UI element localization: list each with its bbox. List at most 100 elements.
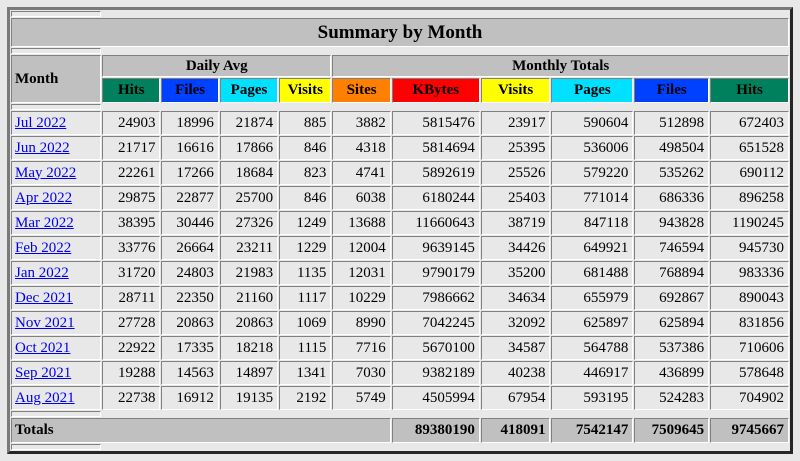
total-hits: 9745667 bbox=[710, 418, 789, 443]
cell-visits: 1249 bbox=[279, 211, 332, 235]
cell-pages: 18218 bbox=[219, 336, 279, 360]
cell-visits-total: 25395 bbox=[480, 136, 551, 160]
cell-hits-total: 890043 bbox=[710, 286, 789, 310]
spacer-cell bbox=[11, 48, 102, 54]
cell-hits-total: 578648 bbox=[710, 361, 789, 385]
spacer-row bbox=[11, 11, 789, 17]
cell-hits: 38395 bbox=[102, 211, 161, 235]
month-link[interactable]: May 2022 bbox=[15, 164, 77, 181]
cell-hits-total: 710606 bbox=[710, 336, 789, 360]
total-pages: 7542147 bbox=[551, 418, 634, 443]
table-row: Aug 2021 22738 16912 19135 2192 5749 4505994 67… bbox=[11, 386, 789, 410]
cell-files: 24803 bbox=[161, 261, 219, 285]
cell-pages: 25700 bbox=[219, 186, 279, 210]
cell-files: 18996 bbox=[161, 111, 219, 135]
month-link[interactable]: Jun 2022 bbox=[15, 139, 70, 156]
total-files: 7509645 bbox=[634, 418, 710, 443]
cell-kbytes: 11660643 bbox=[391, 211, 480, 235]
table-row: Jul 2022 24903 18996 21874 885 3882 5815476 239… bbox=[11, 111, 789, 135]
cell-kbytes: 9639145 bbox=[391, 236, 480, 260]
cell-hits: 19288 bbox=[102, 361, 161, 385]
table-row: Dec 2021 28711 22350 21160 1117 10229 7986662 3… bbox=[11, 286, 789, 310]
month-link[interactable]: Nov 2021 bbox=[15, 314, 75, 331]
group-header-row: Month Daily Avg Monthly Totals bbox=[11, 55, 789, 103]
cell-files: 26664 bbox=[161, 236, 219, 260]
cell-visits: 1117 bbox=[279, 286, 332, 310]
table-row: Mar 2022 38395 30446 27326 1249 13688 11660643… bbox=[11, 211, 789, 235]
spacer-cell bbox=[11, 411, 102, 417]
cell-pages-total: 590604 bbox=[551, 111, 634, 135]
column-header-pages: Pages bbox=[551, 78, 634, 103]
cell-sites: 7716 bbox=[332, 336, 391, 360]
cell-kbytes: 5892619 bbox=[391, 161, 480, 185]
column-header-month: Month bbox=[11, 55, 102, 103]
month-link[interactable]: Jul 2022 bbox=[15, 114, 67, 131]
cell-month: Jul 2022 bbox=[11, 111, 102, 135]
month-link[interactable]: Mar 2022 bbox=[15, 214, 74, 231]
cell-month: Jan 2022 bbox=[11, 261, 102, 285]
cell-sites: 4741 bbox=[332, 161, 391, 185]
cell-hits: 24903 bbox=[102, 111, 161, 135]
cell-hits: 22261 bbox=[102, 161, 161, 185]
column-header-pages: Pages bbox=[219, 78, 279, 103]
cell-files: 17335 bbox=[161, 336, 219, 360]
cell-month: Mar 2022 bbox=[11, 211, 102, 235]
cell-sites: 10229 bbox=[332, 286, 391, 310]
cell-visits: 1341 bbox=[279, 361, 332, 385]
column-header-visits: Visits bbox=[279, 78, 332, 103]
month-link[interactable]: Aug 2021 bbox=[15, 389, 75, 406]
cell-hits-total: 672403 bbox=[710, 111, 789, 135]
totals-label: Totals bbox=[11, 418, 391, 443]
cell-hits: 27728 bbox=[102, 311, 161, 335]
cell-hits: 21717 bbox=[102, 136, 161, 160]
cell-hits-total: 945730 bbox=[710, 236, 789, 260]
month-link[interactable]: Dec 2021 bbox=[15, 289, 73, 306]
cell-pages-total: 579220 bbox=[551, 161, 634, 185]
table-row: Jun 2022 21717 16616 17866 846 4318 5814694 253… bbox=[11, 136, 789, 160]
cell-files-total: 498504 bbox=[634, 136, 710, 160]
cell-month: Feb 2022 bbox=[11, 236, 102, 260]
cell-files: 20863 bbox=[161, 311, 219, 335]
month-link[interactable]: Jan 2022 bbox=[15, 264, 69, 281]
cell-visits: 846 bbox=[279, 136, 332, 160]
cell-files-total: 625894 bbox=[634, 311, 710, 335]
cell-hits: 22922 bbox=[102, 336, 161, 360]
month-link[interactable]: Feb 2022 bbox=[15, 239, 72, 256]
cell-pages: 21160 bbox=[219, 286, 279, 310]
summary-by-month-table: Summary by Month Month Daily Avg Monthly… bbox=[7, 7, 793, 454]
column-header-visits: Visits bbox=[480, 78, 551, 103]
table-row: Oct 2021 22922 17335 18218 1115 7716 5670100 34… bbox=[11, 336, 789, 360]
month-link[interactable]: Sep 2021 bbox=[15, 364, 72, 381]
cell-kbytes: 7042245 bbox=[391, 311, 480, 335]
cell-visits-total: 25403 bbox=[480, 186, 551, 210]
page-title: Summary by Month bbox=[11, 18, 789, 47]
cell-files: 30446 bbox=[161, 211, 219, 235]
cell-hits: 28711 bbox=[102, 286, 161, 310]
cell-pages-total: 655979 bbox=[551, 286, 634, 310]
cell-files: 22877 bbox=[161, 186, 219, 210]
cell-visits-total: 67954 bbox=[480, 386, 551, 410]
cell-files-total: 768894 bbox=[634, 261, 710, 285]
cell-pages: 21983 bbox=[219, 261, 279, 285]
cell-month: May 2022 bbox=[11, 161, 102, 185]
month-link[interactable]: Apr 2022 bbox=[15, 189, 73, 206]
spacer-row bbox=[11, 104, 789, 110]
group-header-daily-avg: Daily Avg bbox=[102, 55, 332, 77]
cell-visits-total: 32092 bbox=[480, 311, 551, 335]
cell-visits-total: 35200 bbox=[480, 261, 551, 285]
table-row: Apr 2022 29875 22877 25700 846 6038 6180244 254… bbox=[11, 186, 789, 210]
table-row: Feb 2022 33776 26664 23211 1229 12004 9639145 3… bbox=[11, 236, 789, 260]
cell-kbytes: 5815476 bbox=[391, 111, 480, 135]
column-header-hits: Hits bbox=[710, 78, 789, 103]
cell-pages-total: 625897 bbox=[551, 311, 634, 335]
spacer-row bbox=[11, 411, 789, 417]
column-header-files: Files bbox=[161, 78, 219, 103]
cell-files-total: 692867 bbox=[634, 286, 710, 310]
cell-files-total: 686336 bbox=[634, 186, 710, 210]
cell-visits-total: 40238 bbox=[480, 361, 551, 385]
cell-files: 16912 bbox=[161, 386, 219, 410]
cell-month: Dec 2021 bbox=[11, 286, 102, 310]
cell-pages: 21874 bbox=[219, 111, 279, 135]
month-link[interactable]: Oct 2021 bbox=[15, 339, 71, 356]
totals-row: Totals 89380190 418091 7542147 7509645 97456… bbox=[11, 418, 789, 443]
